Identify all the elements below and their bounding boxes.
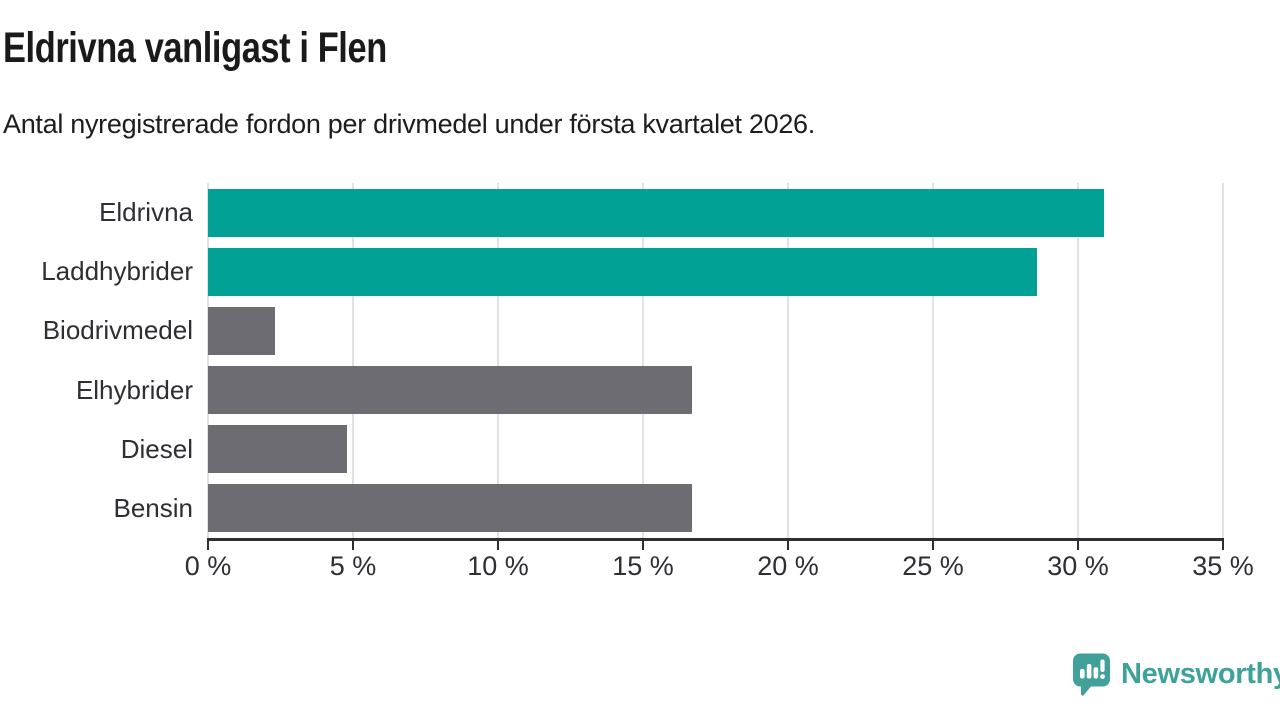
gridline-15 [642, 183, 644, 538]
gridline-30 [1077, 183, 1079, 538]
x-tick-label-10: 10 % [467, 551, 529, 581]
x-tick-10 [497, 541, 499, 550]
x-axis-line [207, 538, 1224, 541]
bar-diesel [208, 425, 348, 474]
x-axis: 0 % 5 % 10 % 15 % 20 % 25 % 30 % 35 % [185, 538, 1254, 586]
brand-name: Newsworthy [1121, 657, 1280, 690]
bar-bensin [208, 484, 693, 533]
category-label-eldrivna: Eldrivna [99, 197, 193, 228]
x-tick-label-15: 15 % [612, 551, 674, 581]
x-tick-30 [1077, 541, 1079, 550]
x-tick-label-5: 5 % [329, 551, 377, 581]
x-tick-label-25: 25 % [902, 551, 964, 581]
bar-elhybrider [208, 366, 693, 415]
gridline-25 [932, 183, 934, 538]
category-label-laddhybrider: Laddhybrider [41, 256, 193, 287]
x-tick-15 [642, 541, 644, 550]
x-tick-5 [352, 541, 354, 550]
chart-title: Eldrivna vanligast i Flen [3, 24, 387, 72]
chart-subtitle: Antal nyregistrerade fordon per drivmede… [3, 109, 815, 139]
plot-area [207, 183, 1224, 538]
category-label-biodrivmedel: Biodrivmedel [42, 315, 193, 346]
x-tick-label-35: 35 % [1192, 551, 1254, 581]
x-tick-label-20: 20 % [757, 551, 819, 581]
bar-biodrivmedel [208, 306, 275, 355]
newsworthy-logo-icon [1073, 653, 1110, 696]
x-tick-35 [1222, 541, 1224, 550]
y-axis-labels: Eldrivna Laddhybrider Biodrivmedel Elhybrid… [0, 183, 193, 538]
gridline-0 [207, 183, 209, 538]
gridline-10 [497, 183, 499, 538]
bar-laddhybrider [208, 247, 1038, 296]
x-tick-label-30: 30 % [1047, 551, 1109, 581]
x-tick-20 [787, 541, 789, 550]
gridline-35 [1222, 183, 1224, 538]
bar-eldrivna [208, 188, 1105, 237]
category-label-bensin: Bensin [113, 492, 194, 523]
x-tick-0 [207, 541, 209, 550]
x-tick-label-0: 0 % [184, 551, 232, 581]
category-label-diesel: Diesel [120, 433, 193, 464]
x-tick-25 [932, 541, 934, 550]
gridline-20 [787, 183, 789, 538]
brand-footer: Newsworthy [1071, 650, 1280, 698]
category-label-elhybrider: Elhybrider [75, 374, 193, 405]
gridline-5 [352, 183, 354, 538]
